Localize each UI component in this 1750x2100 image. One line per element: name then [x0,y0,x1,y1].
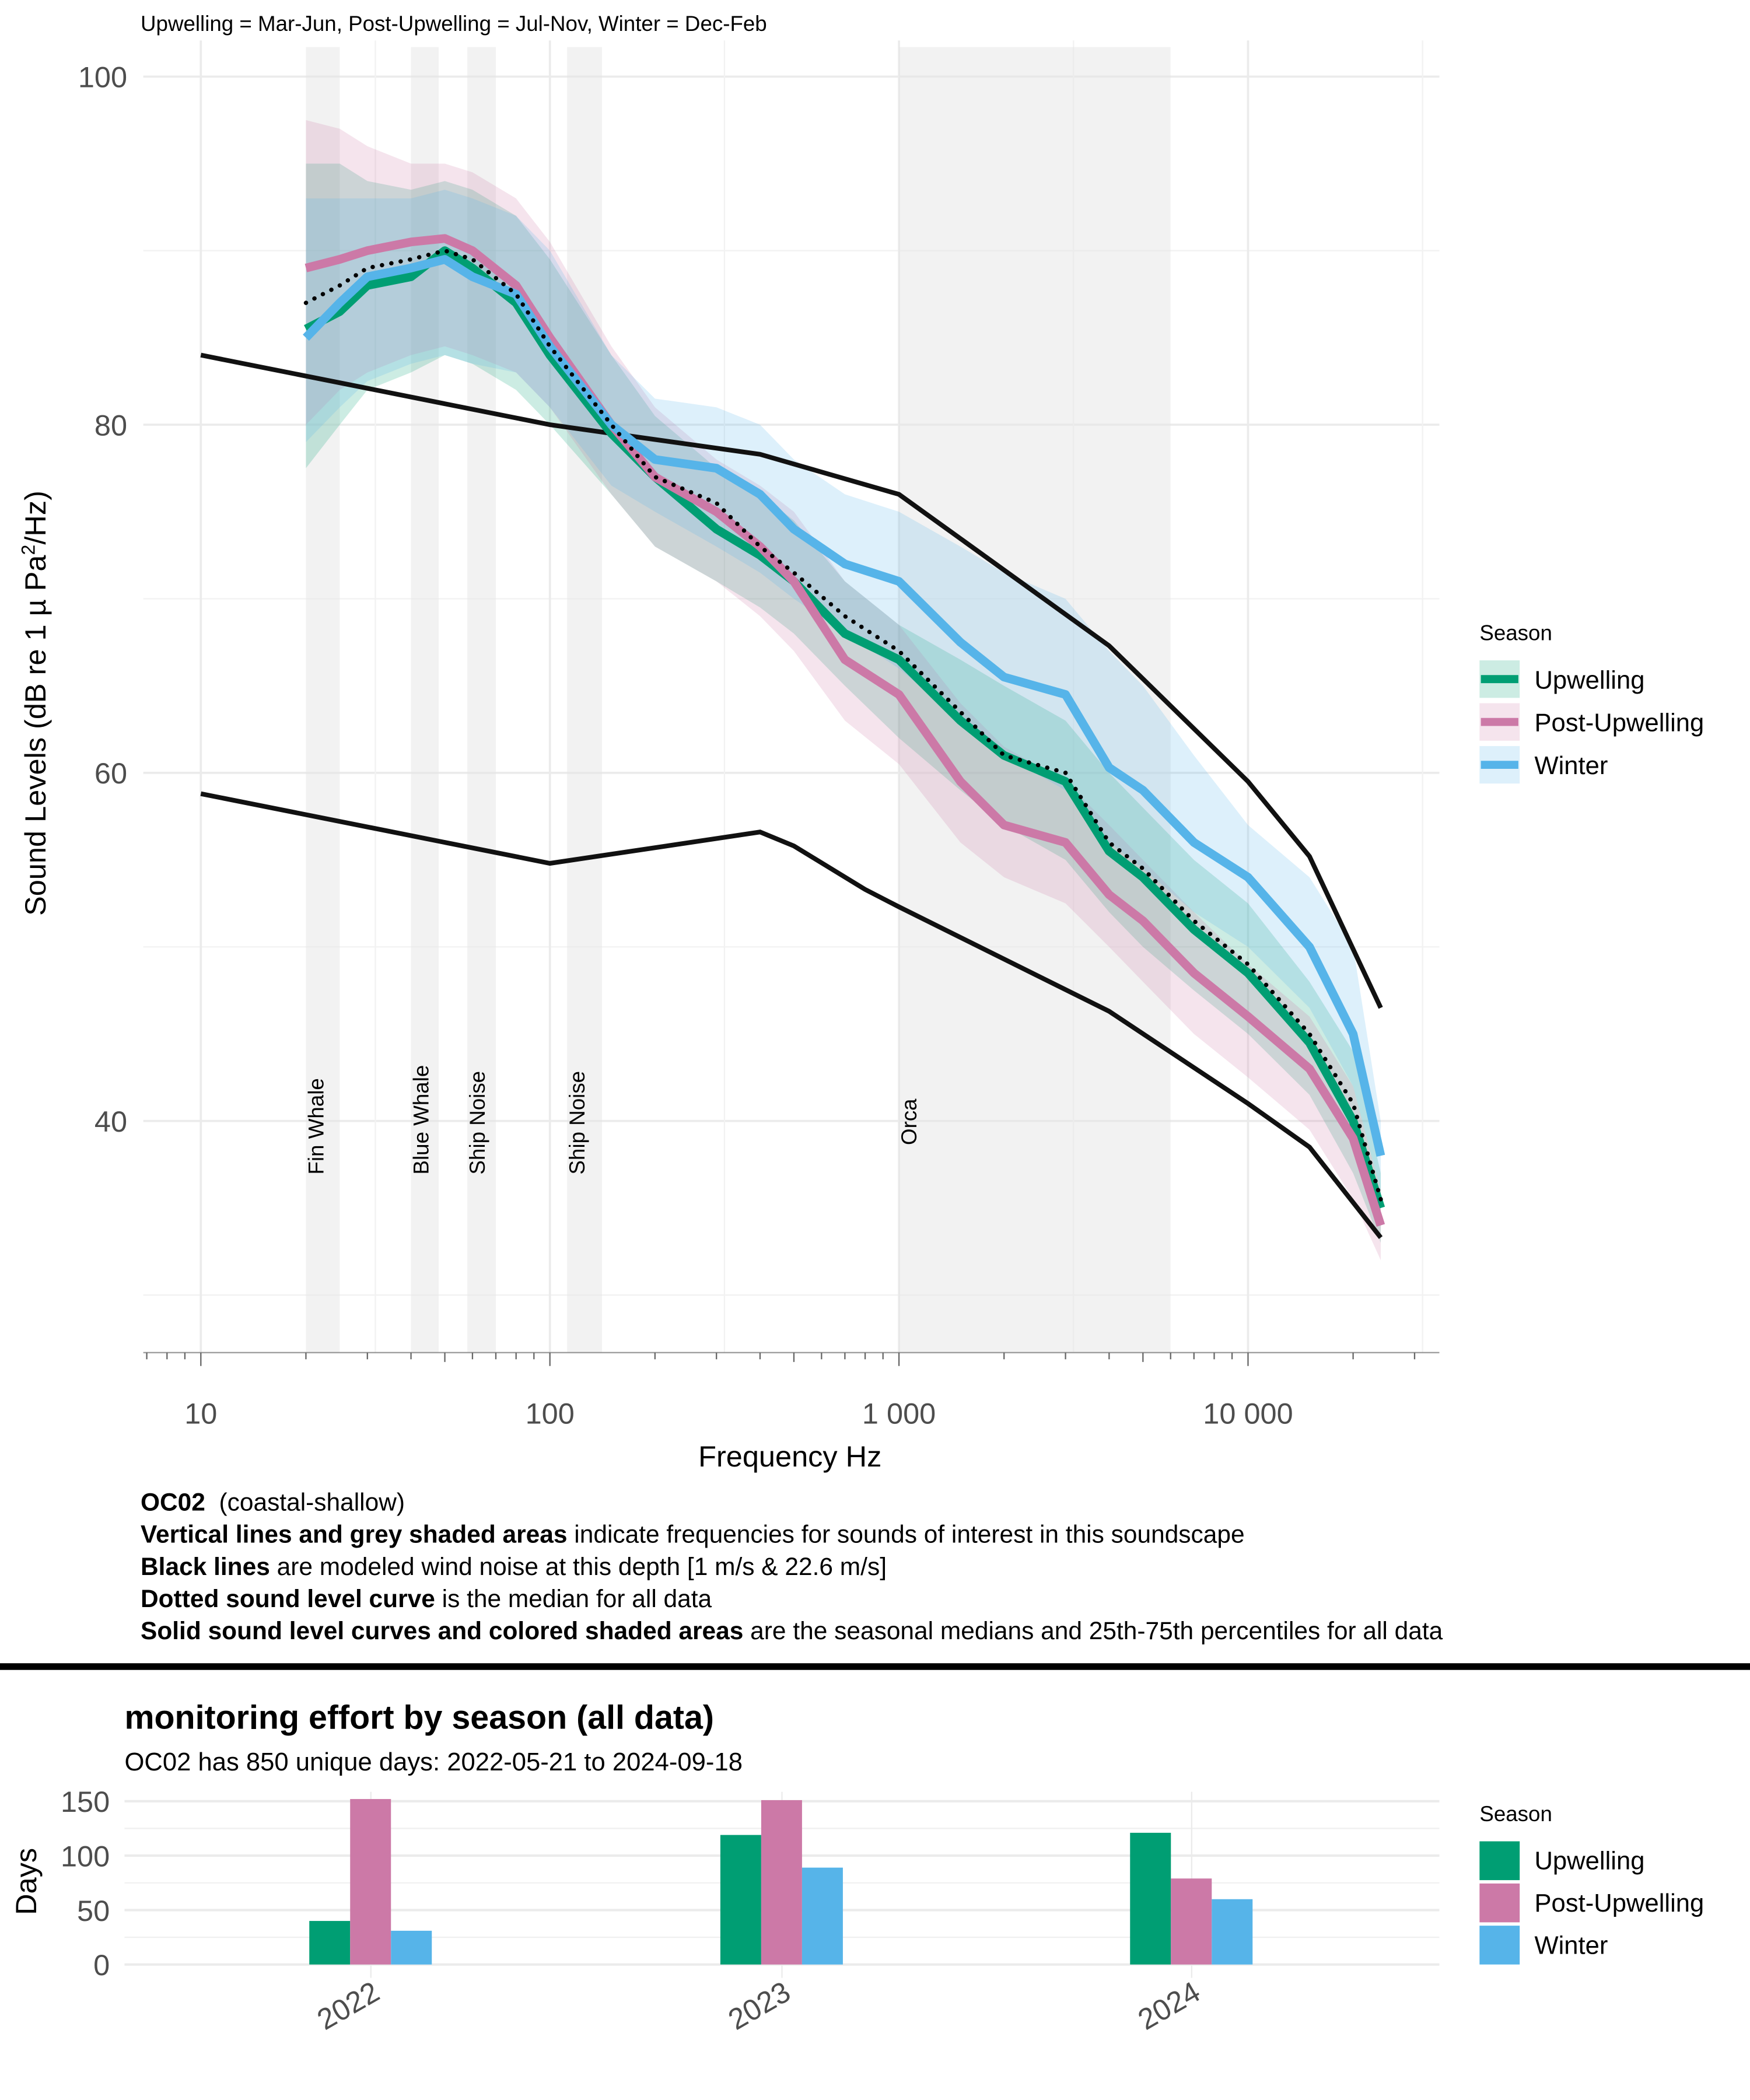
bar-upwelling-2022 [309,1921,351,1965]
footnote: Dotted sound level curve is the median f… [141,1585,712,1612]
bar-legend-label: Post-Upwelling [1534,1889,1704,1917]
bar-winter-2023 [802,1867,843,1965]
band-labels: Fin Whale Blue Whale Ship Noise Ship Noise O… [304,1065,921,1175]
bar-legend-title: Season [1479,1802,1552,1826]
bar-season-legend: Season Upwelling Post-Upwelling Winter [1479,1802,1704,1965]
y-tick-label: 80 [94,408,127,442]
y-axis-title: Sound Levels (dB re 1 µ Pa2/Hz) [18,491,52,916]
x-tick-label: 1 000 [862,1396,936,1430]
bar-y-tick-label: 0 [93,1948,110,1982]
band-label: Fin Whale [304,1078,328,1174]
legend-label: Winter [1534,752,1608,780]
bar-post-upwelling-2023 [761,1800,802,1965]
ribbon-winter [306,190,1381,1191]
bar-legend-label: Upwelling [1534,1847,1644,1875]
band-label: Ship Noise [466,1071,489,1175]
season-median-lines [303,234,1385,1227]
median-line-post-upwelling [304,234,1385,1227]
bar-y-tick-label: 150 [61,1785,110,1818]
footnote-bold: Vertical lines and grey shaded areas [141,1521,568,1548]
footnote: OC02 (coastal-shallow) [141,1489,405,1516]
x-tick-label: 100 [526,1396,575,1430]
bar-winter-2022 [391,1930,432,1965]
footnote-bold: Solid sound level curves and colored sha… [141,1617,743,1644]
footnote-text: indicate frequencies for sounds of inter… [568,1521,1245,1548]
bar-legend-key [1479,1926,1520,1965]
interest-band [567,47,602,1353]
bar-subtitle: OC02 has 850 unique days: 2022-05-21 to … [124,1748,743,1776]
bar-upwelling-2023 [720,1835,761,1965]
band-label: Orca [897,1098,921,1145]
footnote-text: are the seasonal medians and 25th-75th p… [743,1617,1443,1644]
footnotes: OC02 (coastal-shallow) Vertical lines and… [141,1489,1443,1644]
bar-legend-key [1479,1883,1520,1923]
wind-noise-line [200,352,1383,1009]
band-label: Ship Noise [565,1071,589,1175]
footnote: Vertical lines and grey shaded areas ind… [141,1521,1245,1548]
bars [309,1799,1253,1965]
footnote-bold: Black lines [141,1553,270,1580]
x-axis-title: Frequency Hz [698,1440,881,1473]
y-tick-label: 100 [78,61,127,94]
y-tick-label: 60 [94,757,127,790]
footnote-bold: Dotted sound level curve [141,1585,435,1612]
footnote: Black lines are modeled wind noise at th… [141,1553,887,1580]
bar-y-tick-label: 50 [77,1894,110,1927]
band-label: Blue Whale [409,1065,433,1175]
footnote-text: is the median for all data [435,1585,712,1612]
main-subtitle: Upwelling = Mar-Jun, Post-Upwelling = Ju… [141,12,767,36]
overall-median-line [303,248,1383,1202]
bar-title: monitoring effort by season (all data) [124,1699,714,1737]
legend-title: Season [1479,621,1552,645]
ribbon-upwelling [306,163,1381,1243]
footnote-bold: OC02 [141,1489,205,1516]
season-legend: Season Upwelling Post-Upwelling Winter [1479,621,1704,784]
bar-post-upwelling-2024 [1171,1878,1212,1965]
bar-upwelling-2024 [1130,1832,1171,1965]
footnote-text: are modeled wind noise at this depth [1 … [270,1553,887,1580]
wind-noise-lines [200,352,1383,1240]
footnote-text: (coastal-shallow) [205,1489,405,1516]
bar-x-tick-label: 2022 [312,1975,385,2036]
footnote: Solid sound level curves and colored sha… [141,1617,1443,1644]
percentile-ribbons [306,120,1381,1261]
wind-noise-line [200,791,1383,1240]
median-line-winter [303,255,1385,1157]
legend-label: Upwelling [1534,666,1644,694]
x-tick-label: 10 000 [1203,1396,1293,1430]
bar-y-tick-label: 100 [61,1839,110,1873]
bar-legend-label: Winter [1534,1931,1608,1959]
bar-x-tick-label: 2023 [723,1975,796,2036]
x-axis: 10 100 1 000 10 000 [143,1352,1440,1430]
ribbon-post-upwelling [306,120,1381,1261]
bar-x-tick-label: 2024 [1132,1975,1206,2036]
legend-label: Post-Upwelling [1534,709,1704,737]
bar-legend-key [1479,1841,1520,1881]
bar-y-axis-title: Days [9,1848,43,1915]
y-tick-labels: 40 60 80 100 [78,61,127,1138]
y-tick-label: 40 [94,1105,127,1138]
median-line-upwelling [304,246,1385,1210]
bar-winter-2024 [1212,1899,1253,1965]
section-divider [0,1663,1750,1670]
x-tick-label: 10 [184,1396,217,1430]
bar-post-upwelling-2022 [350,1799,391,1965]
